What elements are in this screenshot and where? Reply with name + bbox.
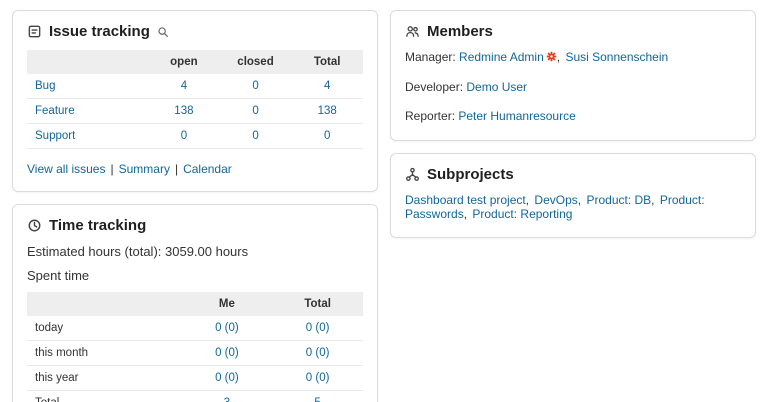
period-column-header [27,292,182,316]
left-column: Issue tracking open closed Total [12,10,378,402]
table-row-bug: Bug 4 0 4 [27,74,363,99]
tracker-column-header [27,50,149,74]
spent-time-label: Spent time [27,268,90,283]
role-label-manager: Manager: [405,50,456,64]
closed-column-header: closed [219,50,292,74]
table-row-feature: Feature 138 0 138 [27,98,363,124]
issue-tracking-panel: Issue tracking open closed Total [12,10,378,192]
calendar-link[interactable]: Calendar [183,162,232,176]
comma-separator: , [525,193,530,207]
member-link-redmine-admin[interactable]: Redmine Admin [459,50,544,64]
panel-title-text: Members [427,23,493,40]
subprojects-title: Subprojects [405,166,741,183]
table-row-this-month: this month 0 (0) 0 (0) [27,340,363,366]
bug-closed-count-link[interactable]: 0 [252,80,259,92]
subproject-link-dashboard-test-project[interactable]: Dashboard test project [405,193,526,207]
bug-open-count-link[interactable]: 4 [180,80,188,92]
issue-table-header-row: open closed Total [27,50,363,74]
me-column-header: Me [181,292,273,316]
member-row-manager: Manager: Redmine Admin, Susi Sonnenschei… [405,50,741,65]
period-label: this year [27,365,182,391]
year-me-link[interactable]: 0 (0) [215,372,239,384]
month-total-link[interactable]: 0 (0) [305,347,330,359]
tracker-link-support[interactable]: Support [35,130,76,142]
panel-title-text: Issue tracking [49,23,150,40]
member-link-demo-user[interactable]: Demo User [466,80,528,94]
time-table-header-row: Me Total [27,292,363,316]
member-link-susi-sonnenschein[interactable]: Susi Sonnenschein [565,50,669,64]
tracker-link-bug[interactable]: Bug [35,80,56,92]
month-me-link[interactable]: 0 (0) [215,347,239,359]
role-label-reporter: Reporter: [405,109,456,123]
hierarchy-icon [405,167,420,182]
total-row-label: Total [27,390,182,402]
table-row-today: today 0 (0) 0 (0) [27,316,363,341]
total-column-header: Total [272,292,363,316]
comma-separator: , [556,50,561,64]
comma-separator: , [463,207,468,221]
time-tracking-panel: Time tracking Estimated hours (total): 3… [12,204,378,402]
comma-separator: , [577,193,582,207]
subproject-link-product-db[interactable]: Product: DB [586,193,652,207]
support-open-count-link[interactable]: 0 [180,130,188,142]
users-icon [405,24,420,39]
open-column-header: open [148,50,220,74]
table-row-this-year: this year 0 (0) 0 (0) [27,365,363,391]
today-me-link[interactable]: 0 (0) [215,322,239,334]
table-row-total: Total 3 5 [27,390,363,402]
time-tracking-title: Time tracking [27,217,363,234]
panel-title-text: Subprojects [427,166,514,183]
members-panel: Members Manager: Redmine Admin, Susi Son… [390,10,756,141]
bug-total-count-link[interactable]: 4 [323,80,331,92]
member-link-peter-humanresource[interactable]: Peter Humanresource [458,109,576,123]
subproject-link-devops[interactable]: DevOps [534,193,578,207]
magnifier-icon[interactable] [157,26,169,38]
tracker-link-feature[interactable]: Feature [35,105,75,117]
today-total-link[interactable]: 0 (0) [305,322,330,334]
issue-summary-table: open closed Total Bug 4 0 4 Feature 138 [27,50,363,149]
period-label: this month [27,340,182,366]
members-title: Members [405,23,741,40]
note-icon [27,24,42,39]
support-total-count-link[interactable]: 0 [323,130,331,142]
grand-total-link[interactable]: 5 [314,397,320,402]
issue-tracking-title: Issue tracking [27,23,363,40]
comma-separator: , [651,193,655,207]
spent-time-table: Me Total today 0 (0) 0 (0) this month 0 … [27,292,363,402]
role-label-developer: Developer: [405,80,464,94]
member-row-reporter: Reporter: Peter Humanresource [405,109,741,123]
subproject-link-product-reporting[interactable]: Product: Reporting [472,207,573,221]
issue-tracking-footer-links: View all issues | Summary | Calendar [27,162,363,176]
pipe-separator: | [110,162,114,176]
view-all-issues-link[interactable]: View all issues [27,162,106,176]
pipe-separator: | [174,162,179,176]
member-row-developer: Developer: Demo User [405,80,741,94]
panel-title-text: Time tracking [49,217,147,234]
clock-icon [27,218,42,233]
support-closed-count-link[interactable]: 0 [252,130,259,142]
right-column: Members Manager: Redmine Admin, Susi Son… [390,10,756,238]
feature-open-count-link[interactable]: 138 [174,105,194,117]
grand-me-link[interactable]: 3 [224,397,230,402]
subproject-link-product-passwords[interactable]: Product: Passwords [405,193,705,221]
total-column-header: Total [291,50,363,74]
subproject-links: Dashboard test project, DevOps, Product:… [405,193,741,221]
feature-total-count-link[interactable]: 138 [317,105,337,117]
table-row-support: Support 0 0 0 [27,123,363,149]
year-total-link[interactable]: 0 (0) [305,372,330,384]
subprojects-panel: Subprojects Dashboard test project, DevO… [390,153,756,238]
admin-gear-icon [546,51,557,65]
estimated-hours-text: Estimated hours (total): 3059.00 hours [27,244,249,259]
feature-closed-count-link[interactable]: 0 [252,105,259,117]
period-label: today [27,316,182,341]
summary-link[interactable]: Summary [118,162,170,176]
